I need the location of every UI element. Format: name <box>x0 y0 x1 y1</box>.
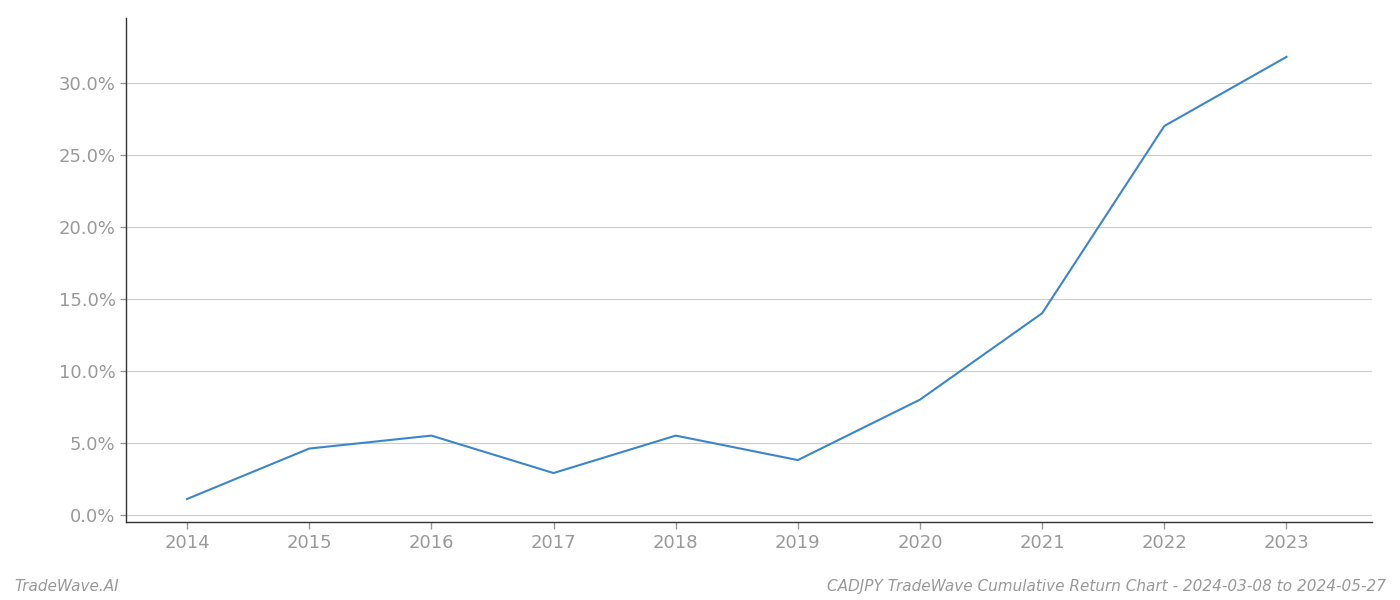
Text: TradeWave.AI: TradeWave.AI <box>14 579 119 594</box>
Text: CADJPY TradeWave Cumulative Return Chart - 2024-03-08 to 2024-05-27: CADJPY TradeWave Cumulative Return Chart… <box>827 579 1386 594</box>
